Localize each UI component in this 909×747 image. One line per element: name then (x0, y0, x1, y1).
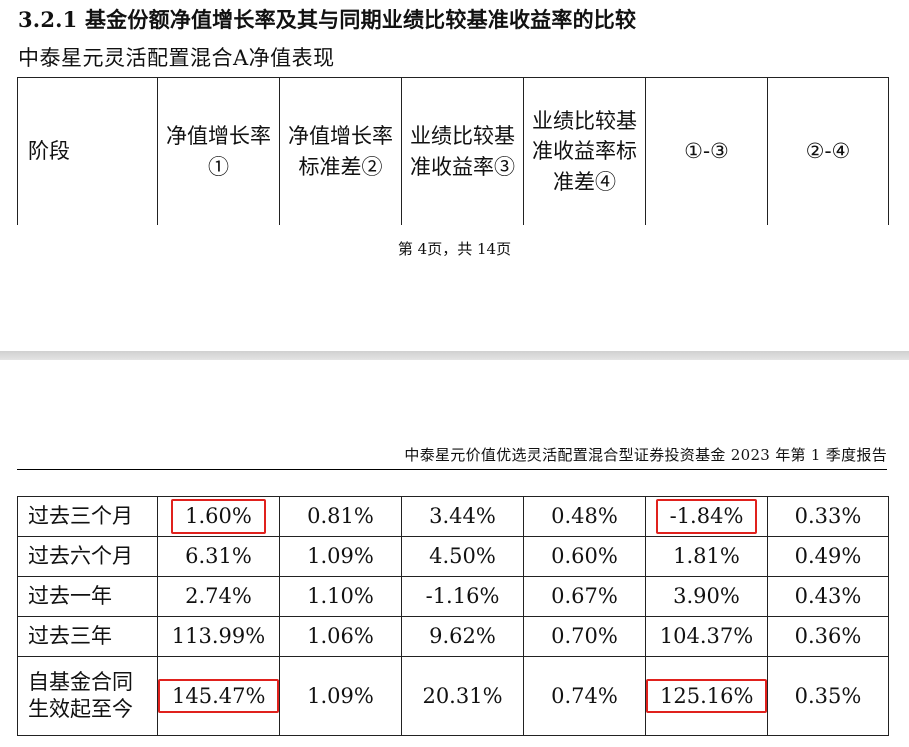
diff-1-3-cell: 125.16% (645, 656, 768, 736)
diff-2-4-cell: 0.35% (767, 656, 889, 736)
stage-cell: 过去三年 (17, 616, 158, 657)
benchmark-return-cell: 9.62% (401, 616, 524, 657)
stage-cell: 自基金合同生效起至今 (17, 656, 158, 736)
highlight-box: 145.47% (158, 678, 280, 714)
diff-2-4-cell: 0.43% (767, 576, 889, 617)
table-row: 过去一年 2.74% 1.10% -1.16% 0.67% 3.90% 0.43… (17, 576, 889, 617)
nav-growth-cell: 2.74% (157, 576, 280, 617)
highlight-box: -1.84% (655, 499, 758, 534)
column-header-benchmark-return: 业绩比较基准收益率③ (401, 77, 524, 225)
benchmark-return-cell: 20.31% (401, 656, 524, 736)
nav-std-cell: 1.10% (279, 576, 402, 617)
nav-growth-cell: 6.31% (157, 536, 280, 577)
benchmark-return-cell: 4.50% (401, 536, 524, 577)
nav-growth-cell: 113.99% (157, 616, 280, 657)
performance-table-header: 阶段 净值增长率① 净值增长率标准差② 业绩比较基准收益率③ 业绩比较基准收益率… (17, 77, 889, 225)
benchmark-return-cell: 3.44% (401, 496, 524, 537)
nav-std-cell: 1.06% (279, 616, 402, 657)
benchmark-return-cell: -1.16% (401, 576, 524, 617)
nav-growth-cell: 1.60% (157, 496, 280, 537)
page-divider (0, 351, 909, 360)
diff-1-3-cell: 104.37% (645, 616, 768, 657)
performance-table-body: 过去三个月 1.60% 0.81% 3.44% 0.48% -1.84% 0.3… (17, 496, 889, 736)
table-row: 过去三个月 1.60% 0.81% 3.44% 0.48% -1.84% 0.3… (17, 496, 889, 537)
nav-growth-cell: 145.47% (157, 656, 280, 736)
stage-cell: 过去一年 (17, 576, 158, 617)
running-header: 中泰星元价值优选灵活配置混合型证券投资基金 2023 年第 1 季度报告 (404, 446, 887, 464)
diff-2-4-cell: 0.33% (767, 496, 889, 537)
nav-std-cell: 1.09% (279, 536, 402, 577)
diff-2-4-cell: 0.36% (767, 616, 889, 657)
column-header-nav-growth: 净值增长率① (157, 77, 280, 225)
diff-1-3-cell: -1.84% (645, 496, 768, 537)
table-row: 自基金合同生效起至今 145.47% 1.09% 20.31% 0.74% 12… (17, 656, 889, 736)
highlight-box: 125.16% (646, 678, 768, 714)
diff-1-3-cell: 1.81% (645, 536, 768, 577)
benchmark-std-cell: 0.74% (523, 656, 646, 736)
column-header-diff-1-3: ①-③ (645, 77, 768, 225)
benchmark-std-cell: 0.60% (523, 536, 646, 577)
table-row: 过去六个月 6.31% 1.09% 4.50% 0.60% 1.81% 0.49… (17, 536, 889, 577)
header-rule (17, 469, 887, 470)
diff-2-4-cell: 0.49% (767, 536, 889, 577)
column-header-nav-std: 净值增长率标准差② (279, 77, 402, 225)
diff-1-3-cell: 3.90% (645, 576, 768, 617)
table-row: 过去三年 113.99% 1.06% 9.62% 0.70% 104.37% 0… (17, 616, 889, 657)
highlight-box: 1.60% (171, 499, 266, 534)
nav-std-cell: 0.81% (279, 496, 402, 537)
page-number-footer: 第 4页，共 14页 (397, 240, 512, 258)
section-title: 3.2.1 基金份额净值增长率及其与同期业绩比较基准收益率的比较 (18, 7, 637, 32)
table-subtitle: 中泰星元灵活配置混合A净值表现 (18, 46, 335, 70)
column-header-benchmark-std: 业绩比较基准收益率标准差④ (523, 77, 646, 225)
benchmark-std-cell: 0.67% (523, 576, 646, 617)
stage-cell: 过去三个月 (17, 496, 158, 537)
benchmark-std-cell: 0.48% (523, 496, 646, 537)
benchmark-std-cell: 0.70% (523, 616, 646, 657)
column-header-stage: 阶段 (17, 77, 158, 225)
nav-std-cell: 1.09% (279, 656, 402, 736)
column-header-diff-2-4: ②-④ (767, 77, 889, 225)
stage-cell: 过去六个月 (17, 536, 158, 577)
